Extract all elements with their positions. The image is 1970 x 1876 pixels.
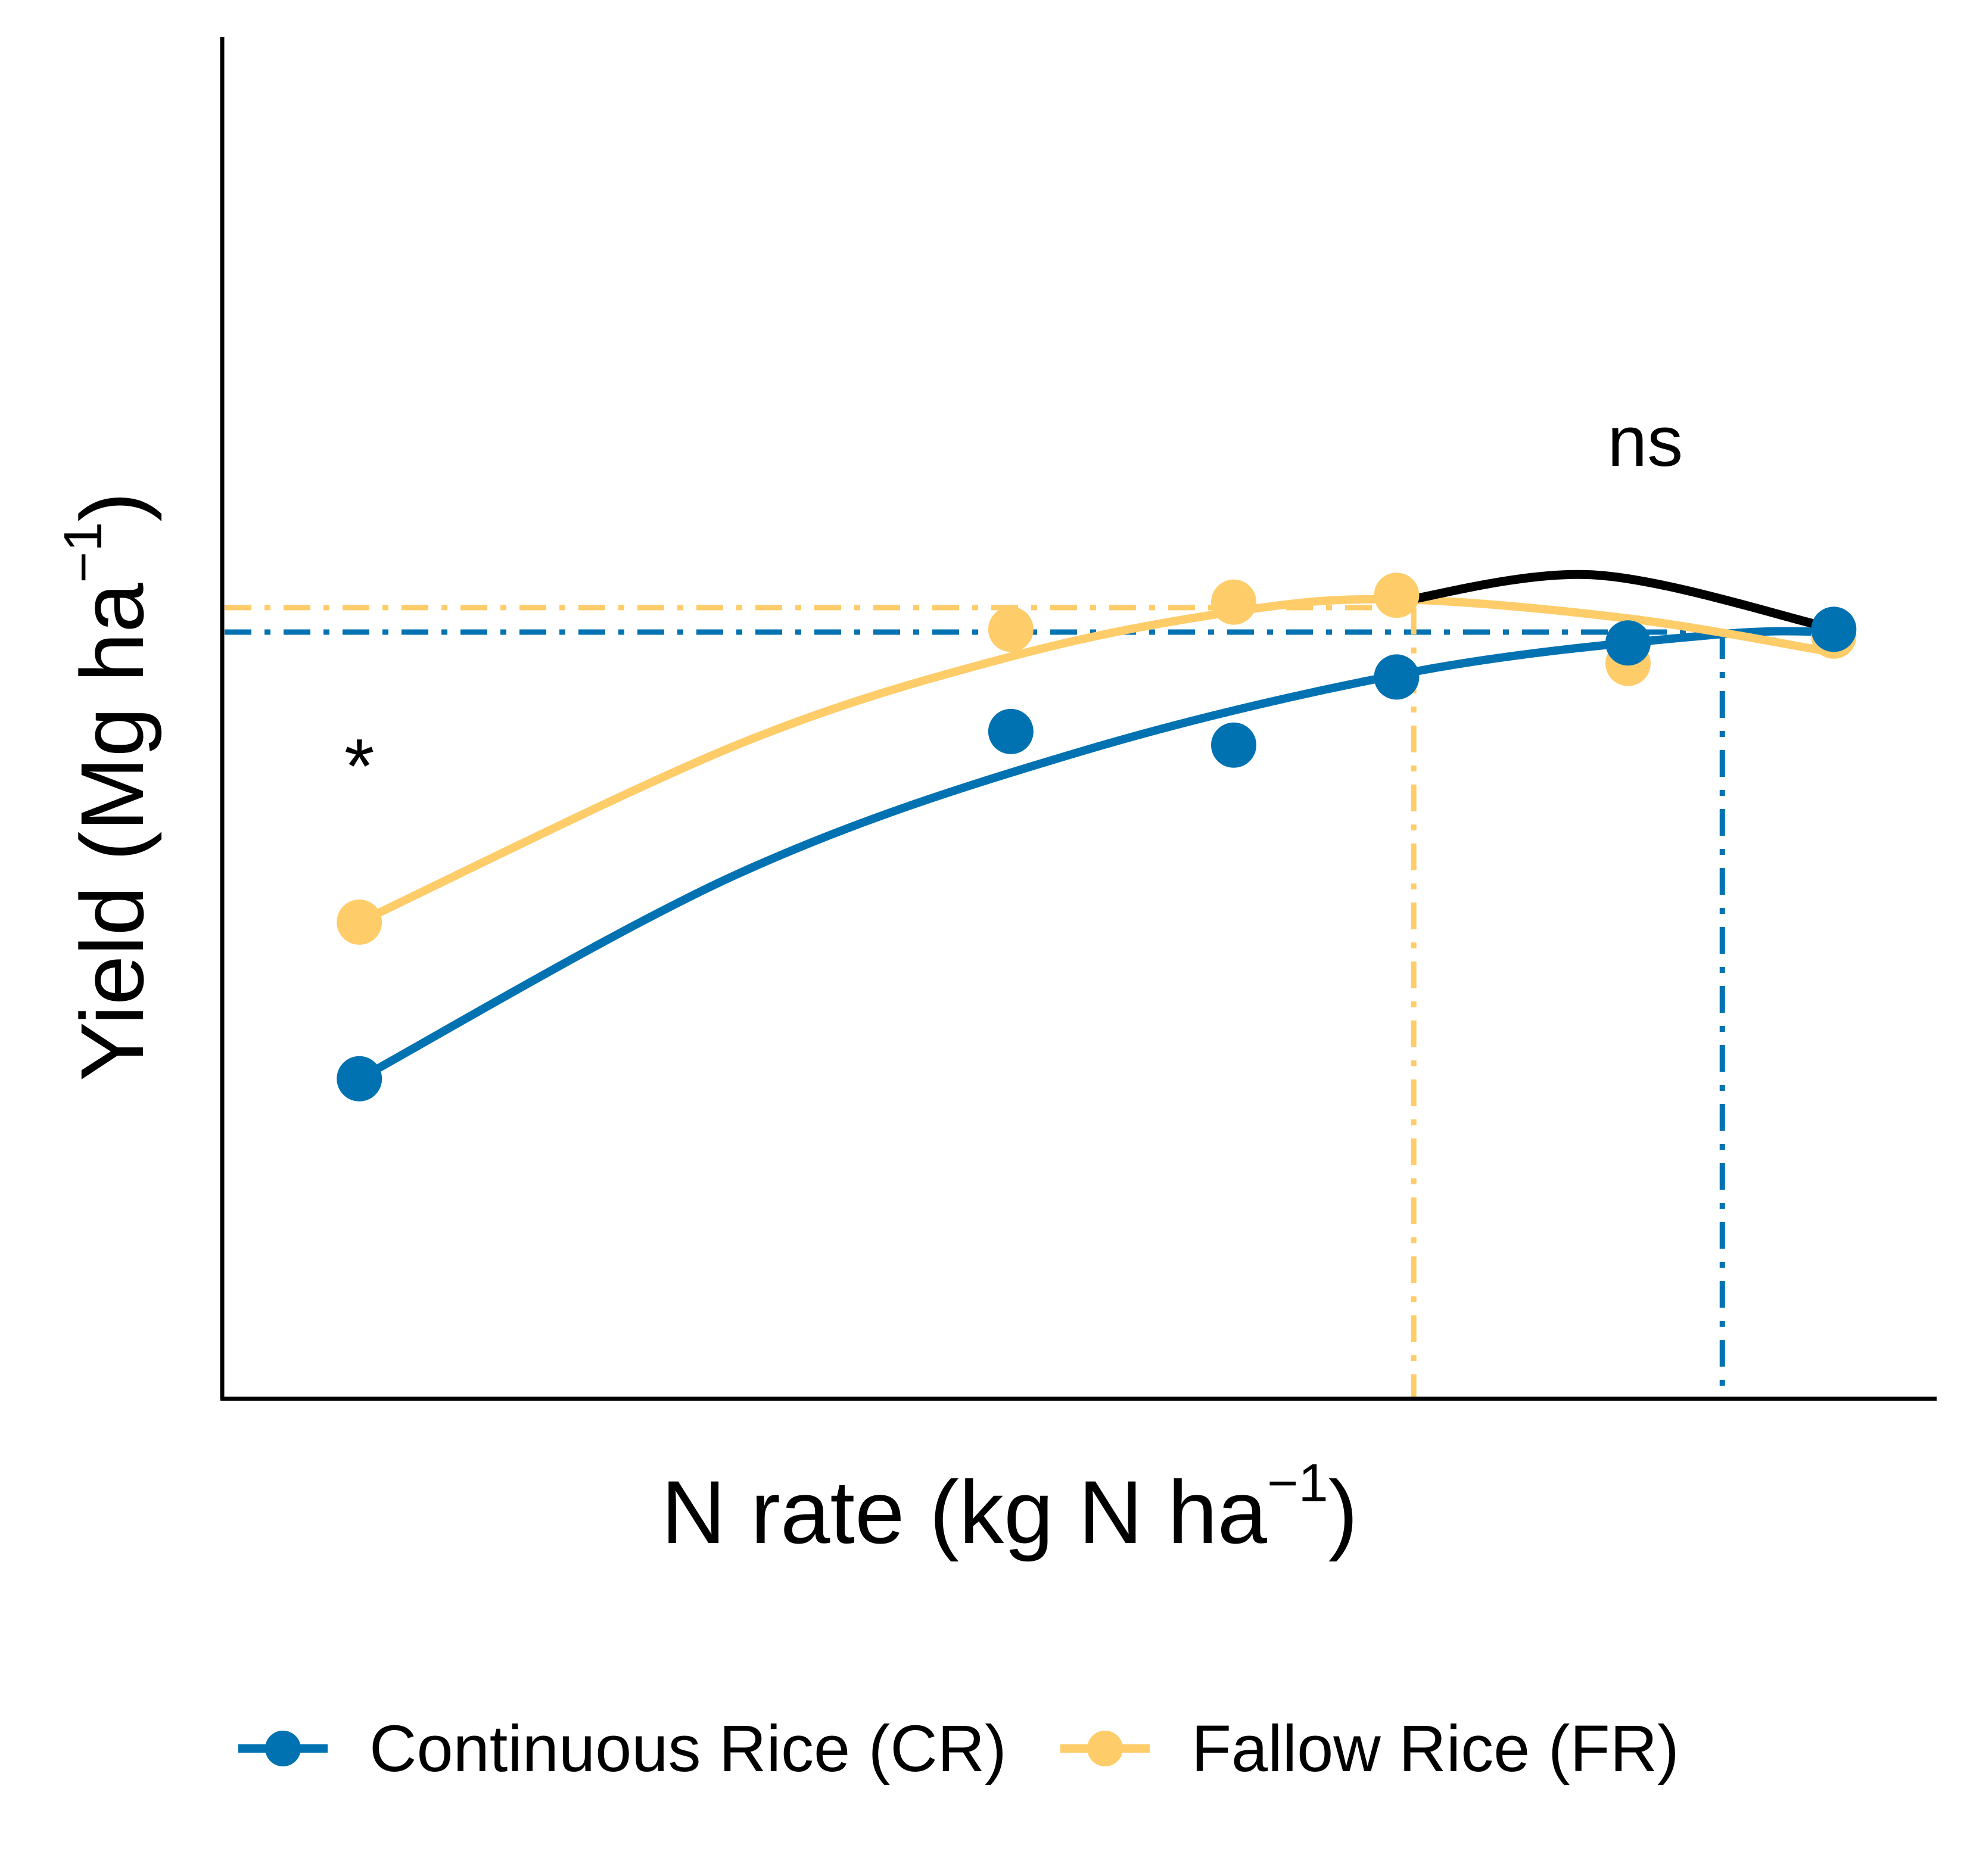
- legend-item-fr: Fallow Rice (FR): [1060, 1711, 1679, 1787]
- significance-bracket: [1396, 570, 1826, 631]
- legend: Continuous Rice (CR) Fallow Rice (FR): [238, 1711, 1733, 1787]
- data-point-cr-6: [1811, 606, 1857, 652]
- data-point-cr-4: [1374, 654, 1420, 700]
- plot-area: * ns: [220, 37, 1937, 1401]
- data-point-fr-4: [1374, 573, 1420, 618]
- fit-curve-fr: [355, 595, 1838, 926]
- significance-ns: ns: [1607, 402, 1683, 481]
- data-point-fr-1: [337, 899, 382, 945]
- fit-curve-cr: [355, 627, 1838, 1083]
- x-axis-label: N rate (kg N ha−1): [661, 1454, 1358, 1562]
- legend-key-cr: [238, 1731, 328, 1766]
- data-point-cr-3: [1211, 722, 1257, 768]
- data-point-fr-3: [1211, 579, 1257, 625]
- chart-marks: * ns: [225, 402, 1857, 1399]
- data-point-cr-2: [988, 708, 1034, 754]
- y-axis-label: Yield (Mg ha−1): [54, 492, 162, 1081]
- legend-key-fr: [1060, 1731, 1150, 1766]
- legend-label-fr: Fallow Rice (FR): [1191, 1712, 1679, 1785]
- legend-item-cr: Continuous Rice (CR): [238, 1711, 1007, 1787]
- significance-asterisk: *: [344, 723, 375, 810]
- legend-label-cr: Continuous Rice (CR): [369, 1712, 1007, 1785]
- data-point-fr-2: [988, 606, 1034, 652]
- data-point-cr-5: [1605, 620, 1651, 666]
- data-point-cr-1: [337, 1056, 382, 1102]
